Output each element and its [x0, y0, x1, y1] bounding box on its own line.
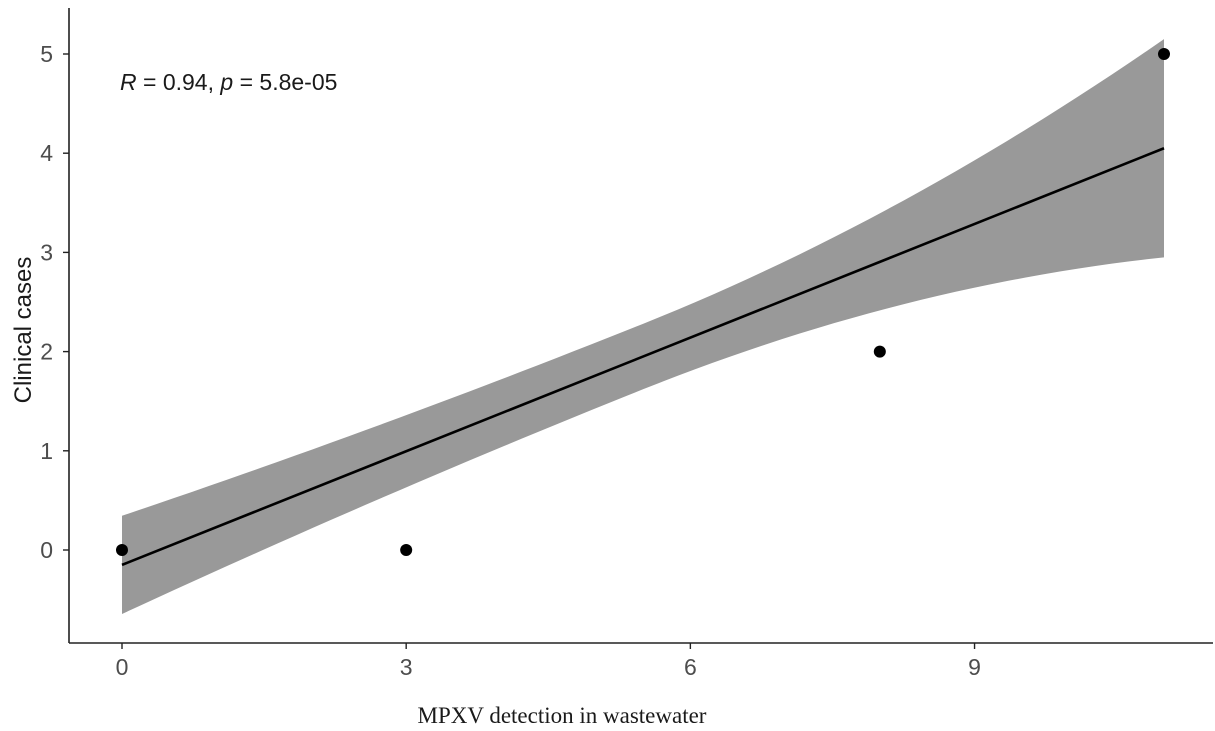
data-point-1 [116, 544, 128, 556]
x-tick-label-3: 3 [400, 654, 413, 680]
y-tick-label-0: 0 [40, 537, 53, 563]
r-symbol: R [120, 69, 137, 95]
p-symbol: p [219, 69, 233, 95]
y-tick-label-1: 1 [40, 438, 53, 464]
x-tick-label-6: 6 [684, 654, 697, 680]
confidence-ribbon [122, 39, 1164, 614]
y-tick-label-3: 3 [40, 239, 53, 265]
data-point-3 [873, 345, 886, 358]
r-value: = 0.94, [137, 69, 221, 95]
y-axis-title: Clinical cases [10, 257, 37, 404]
x-tick-label-0: 0 [116, 654, 129, 680]
correlation-annotation: R = 0.94, p = 5.8e-05 [120, 69, 337, 95]
y-tick-label-5: 5 [40, 41, 53, 67]
data-point-4 [1158, 48, 1170, 60]
y-axis-ticks: 0 1 2 3 4 5 [40, 41, 69, 563]
x-axis-title: MPXV detection in wastewater [418, 703, 707, 728]
p-value: = 5.8e-05 [233, 69, 337, 95]
y-tick-label-4: 4 [40, 140, 53, 166]
y-tick-label-2: 2 [40, 339, 53, 365]
data-point-2 [400, 544, 413, 556]
x-tick-label-9: 9 [968, 654, 981, 680]
data-points [116, 48, 1170, 556]
plot-area [116, 39, 1170, 614]
regression-line [121, 147, 1165, 567]
x-axis-ticks: 0 3 6 9 [116, 643, 981, 680]
